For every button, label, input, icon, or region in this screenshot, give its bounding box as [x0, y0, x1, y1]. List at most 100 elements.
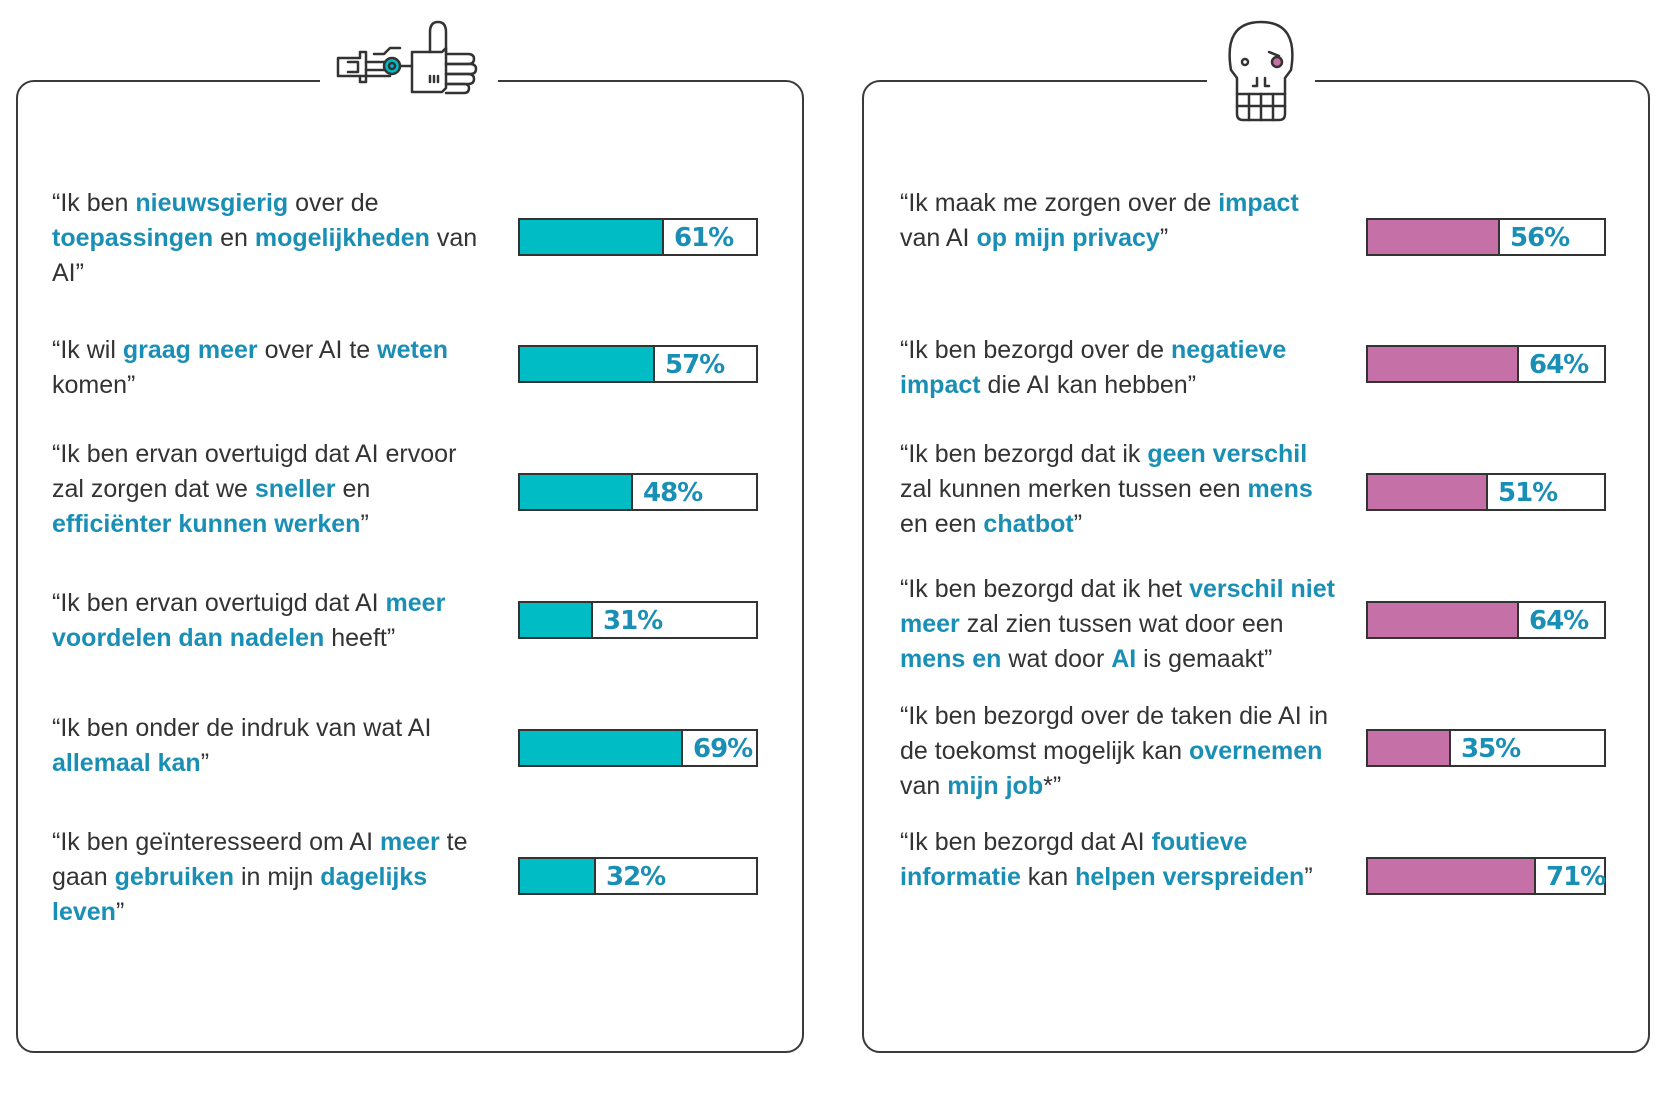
highlight-text: meer voordelen dan nadelen — [52, 589, 446, 652]
bar-track: 64% — [1366, 601, 1606, 639]
statement-text-part: van — [900, 772, 948, 800]
highlight-text: mogelijkheden — [254, 224, 430, 252]
statement-text: “Ik wil graag meer over AI te weten kome… — [52, 333, 492, 403]
statement-text-part: van AI — [900, 224, 977, 252]
statement-text-part: ” — [1073, 510, 1083, 538]
highlight-text: negatieve impact — [900, 336, 1287, 399]
statement-text: “Ik ben bezorgd over de negatieve impact… — [900, 333, 1340, 403]
highlight-text: gebruiken — [114, 863, 235, 891]
highlight-text: verschil niet meer — [900, 575, 1335, 638]
statement-text: “Ik maak me zorgen over de impact van AI… — [900, 186, 1340, 256]
bar-fill — [520, 859, 596, 893]
bar-value-label: 64% — [1529, 606, 1589, 636]
statement-text-part: in mijn — [234, 863, 321, 891]
statement-text-part: komen” — [52, 371, 136, 399]
statement-text-part: ” — [1304, 863, 1313, 891]
bar-value-label: 64% — [1529, 350, 1589, 380]
bar-fill — [1368, 220, 1500, 254]
statement-text-part: heeft” — [324, 624, 396, 652]
highlight-text: chatbot — [983, 510, 1074, 538]
statement-text-part: “Ik ben bezorgd over de — [900, 336, 1171, 364]
statement-text-part: ” — [200, 749, 210, 777]
statement-text-part: en — [335, 475, 371, 503]
statement-text-part: “Ik ben onder de indruk van wat AI — [52, 714, 432, 742]
statement-text: “Ik ben ervan overtuigd dat AI ervoor za… — [52, 437, 492, 542]
highlight-text: AI — [1111, 645, 1137, 673]
statement-text-part: kan — [1020, 863, 1076, 891]
robot-hand-icon — [320, 18, 498, 107]
bar-fill — [1368, 347, 1519, 381]
statement-text: “Ik ben geïnteresseerd om AI meer te gaa… — [52, 825, 492, 930]
statement-text-part: wat door — [1001, 645, 1112, 673]
bar-track: 35% — [1366, 729, 1606, 767]
bar-value-label: 56% — [1510, 223, 1570, 253]
statement-text: “Ik ben bezorgd over de taken die AI in … — [900, 699, 1340, 804]
statement-text-part: ” — [1159, 224, 1169, 252]
bar-value-label: 57% — [665, 350, 725, 380]
highlight-text: meer — [379, 828, 440, 856]
bar-track: 51% — [1366, 473, 1606, 511]
bar-value-label: 61% — [674, 223, 734, 253]
bar-value-label: 51% — [1498, 478, 1558, 508]
statement-text: “Ik ben bezorgd dat AI foutieve informat… — [900, 825, 1340, 895]
bar-fill — [520, 347, 655, 381]
highlight-text: weten — [377, 336, 448, 364]
highlight-text: overnemen — [1189, 737, 1323, 765]
bar-track: 56% — [1366, 218, 1606, 256]
highlight-text: dagelijks leven — [52, 863, 428, 926]
highlight-text: impact — [1218, 189, 1299, 217]
statement-text: “Ik ben nieuwsgierig over de toepassinge… — [52, 186, 492, 291]
statement-text-part: zal zien tussen wat door een — [959, 610, 1284, 638]
statement-text-part: “Ik ben geïnteresseerd om AI — [52, 828, 380, 856]
statement-text-part: “Ik ben — [52, 189, 136, 217]
statement-text-part: “Ik ben bezorgd dat ik het — [900, 575, 1190, 603]
statement-text-part: “Ik ben bezorgd over de taken die AI in … — [900, 702, 1329, 765]
highlight-text: efficiënter kunnen werken — [52, 510, 361, 538]
statement-text: “Ik ben onder de indruk van wat AI allem… — [52, 711, 492, 781]
statement-text-part: ” — [115, 898, 125, 926]
bar-fill — [520, 475, 633, 509]
statement-text-part: en een — [900, 510, 984, 538]
bar-value-label: 69% — [693, 734, 753, 764]
highlight-text: helpen verspreiden — [1075, 863, 1305, 891]
highlight-text: geen verschil — [1147, 440, 1308, 468]
statement-text: “Ik ben bezorgd dat ik geen verschil zal… — [900, 437, 1340, 542]
statement-text-part: “Ik wil — [52, 336, 123, 364]
bar-track: 32% — [518, 857, 758, 895]
bar-value-label: 32% — [606, 862, 666, 892]
bar-track: 71% — [1366, 857, 1606, 895]
highlight-text: foutieve informatie — [900, 828, 1248, 891]
bar-value-label: 48% — [643, 478, 703, 508]
bar-fill — [520, 220, 664, 254]
bar-fill — [1368, 603, 1519, 637]
bar-fill — [1368, 859, 1536, 893]
statement-text-part: *” — [1043, 772, 1062, 800]
highlight-text: nieuwsgierig — [135, 189, 289, 217]
statement-text-part: zal kunnen merken tussen een — [900, 475, 1248, 503]
skull-icon — [1207, 18, 1315, 127]
highlight-text: op mijn privacy — [976, 224, 1160, 252]
highlight-text: mens — [1247, 475, 1313, 503]
bar-fill — [520, 731, 683, 765]
highlight-text: mens en — [900, 645, 1002, 673]
highlight-text: toepassingen — [52, 224, 214, 252]
highlight-text: allemaal kan — [52, 749, 201, 777]
statement-text-part: over AI te — [257, 336, 378, 364]
highlight-text: mijn job — [947, 772, 1044, 800]
statement-text-part: van AI” — [52, 224, 478, 287]
bar-value-label: 35% — [1461, 734, 1521, 764]
statement-text-part: ” — [360, 510, 369, 538]
statement-text: “Ik ben bezorgd dat ik het verschil niet… — [900, 572, 1340, 677]
statement-text-part: “Ik ben ervan overtuigd dat AI ervoor za… — [52, 440, 457, 503]
statement-text-part: is gemaakt” — [1136, 645, 1273, 673]
bar-value-label: 31% — [603, 606, 663, 636]
bar-fill — [1368, 731, 1451, 765]
highlight-text: sneller — [254, 475, 336, 503]
statement-text-part: over de — [288, 189, 379, 217]
statement-text-part: die AI kan hebben” — [980, 371, 1197, 399]
highlight-text: graag meer — [122, 336, 258, 364]
bar-track: 57% — [518, 345, 758, 383]
bar-track: 48% — [518, 473, 758, 511]
statement-text-part: en — [213, 224, 255, 252]
bar-track: 61% — [518, 218, 758, 256]
